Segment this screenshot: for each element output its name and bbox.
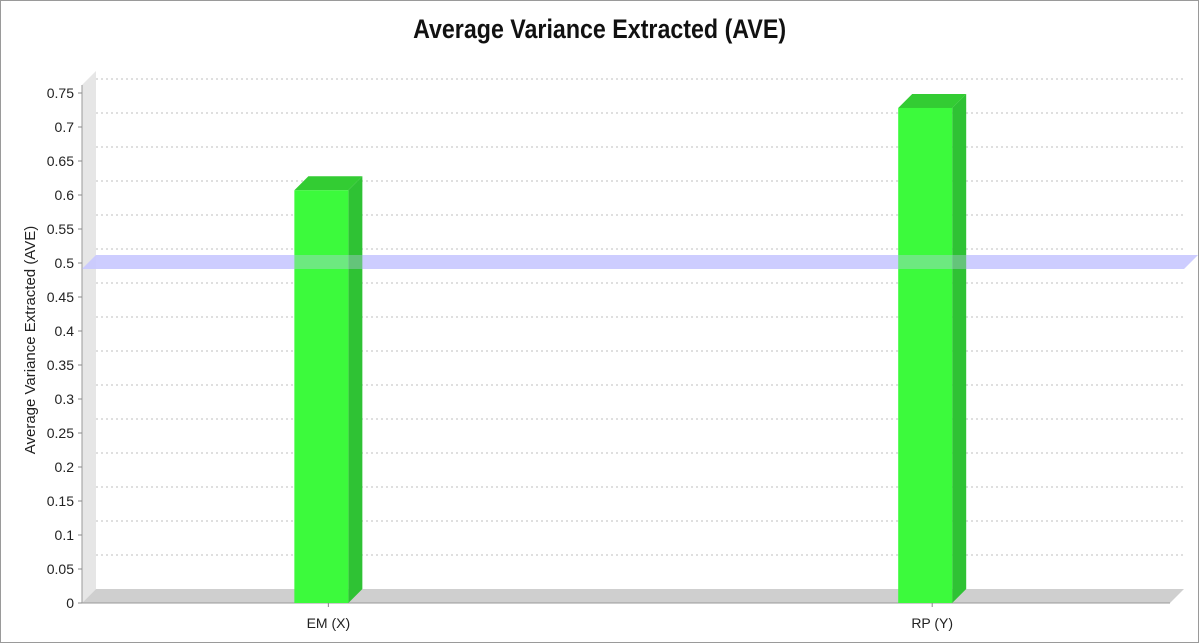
y-axis-ticks: 0 0.05 0.1 0.15 0.2 0.25 0.3 0.35 0.4 0.45 0.5 0.55…	[47, 85, 82, 611]
left-wall	[82, 71, 96, 603]
y-tick-label: 0.65	[47, 153, 74, 169]
y-tick-label: 0	[66, 595, 74, 611]
bars	[82, 93, 1198, 604]
x-axis-ticks: EM (X) RP (Y)	[307, 603, 953, 631]
plot-walls	[81, 71, 1184, 604]
bar-top	[294, 176, 363, 191]
bar-2	[898, 93, 967, 604]
y-tick-label: 0.45	[47, 289, 74, 305]
y-tick-label: 0.6	[55, 187, 75, 203]
y-tick-label: 0.3	[55, 391, 75, 407]
y-tick-label: 0.25	[47, 425, 74, 441]
y-tick-label: 0.7	[55, 119, 75, 135]
bar-side	[348, 176, 363, 604]
y-tick-label: 0.2	[55, 459, 75, 475]
floor	[82, 589, 1184, 603]
chart-title: Average Variance Extracted (AVE)	[413, 14, 787, 44]
bar-front	[294, 190, 349, 604]
y-tick-label: 0.1	[55, 527, 75, 543]
grid-lines	[96, 78, 1184, 556]
y-tick-label: 0.05	[47, 561, 74, 577]
y-tick-label: 0.55	[47, 221, 74, 237]
bar-top	[898, 93, 967, 108]
x-tick-label: RP (Y)	[911, 615, 953, 631]
back-wall	[96, 71, 1170, 589]
y-tick-label: 0.35	[47, 357, 74, 373]
y-tick-label: 0.75	[47, 85, 74, 101]
bar-front	[898, 107, 953, 604]
y-tick-label: 0.5	[55, 255, 75, 271]
threshold-overlay	[82, 255, 1198, 269]
y-tick-label: 0.15	[47, 493, 74, 509]
x-tick-label: EM (X)	[307, 615, 351, 631]
bar-1	[294, 176, 363, 604]
y-tick-label: 0.4	[55, 323, 75, 339]
bar-side	[952, 93, 967, 604]
